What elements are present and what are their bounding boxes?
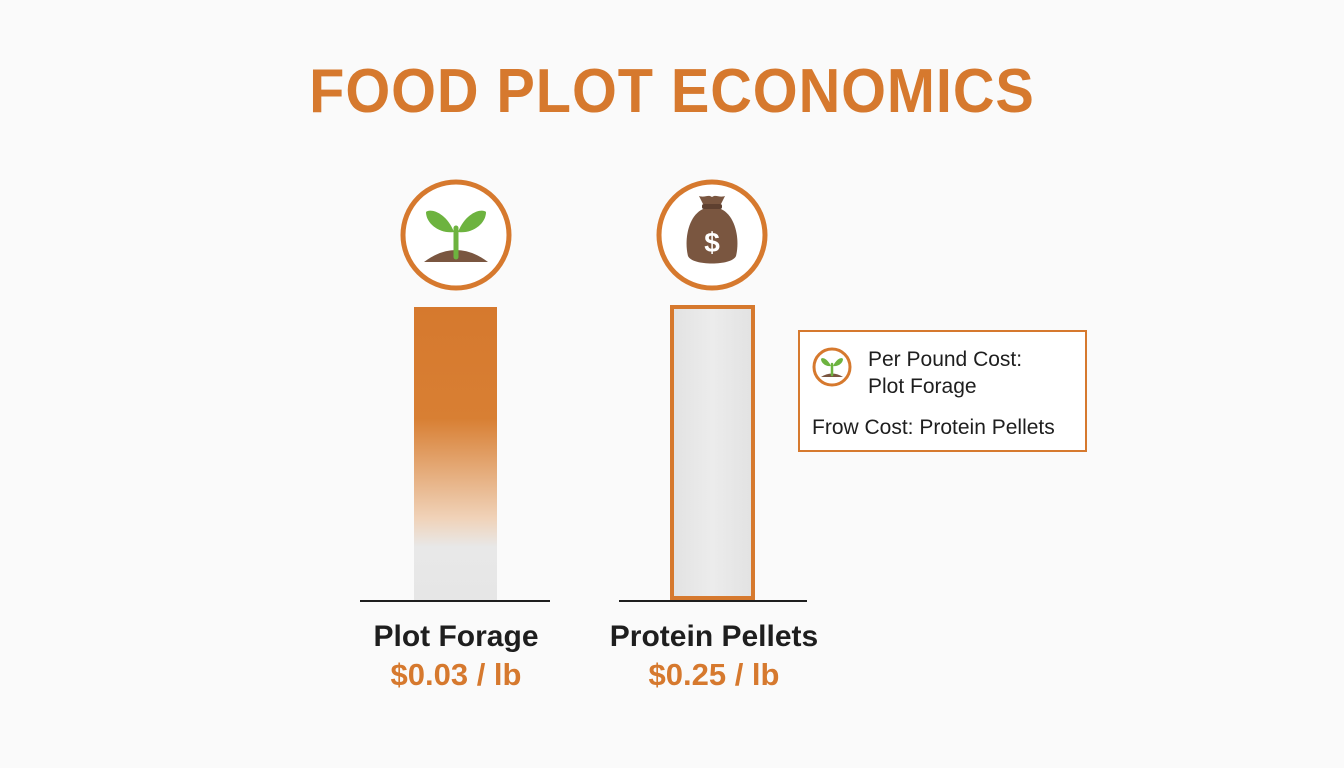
category-label-plot-forage: Plot Forage (373, 620, 539, 653)
chart-title: FOOD PLOT ECONOMICS (309, 57, 1035, 126)
category-label-protein-pellets: Protein Pellets (609, 620, 819, 653)
legend-sprout-icon (812, 347, 852, 387)
value-label-plot-forage: $0.03 / lb (390, 657, 522, 692)
money-bag-icon: $ (686, 195, 738, 264)
legend-line-1: Per Pound Cost: (868, 348, 1023, 371)
legend-line-3: Frow Cost: Protein Pellets (812, 416, 1055, 439)
legend: Per Pound Cost: Plot Forage Frow Cost: P… (798, 330, 1087, 452)
sprout-icon (424, 210, 488, 262)
bar-group-protein-pellets: $ (619, 179, 807, 602)
legend-line-2: Plot Forage (868, 375, 977, 398)
bar-protein-pellets (670, 305, 755, 600)
bar-plot-forage (414, 307, 497, 600)
bar-group-plot-forage (360, 179, 550, 602)
svg-text:$: $ (704, 227, 720, 258)
value-label-protein-pellets: $0.25 / lb (648, 657, 780, 692)
